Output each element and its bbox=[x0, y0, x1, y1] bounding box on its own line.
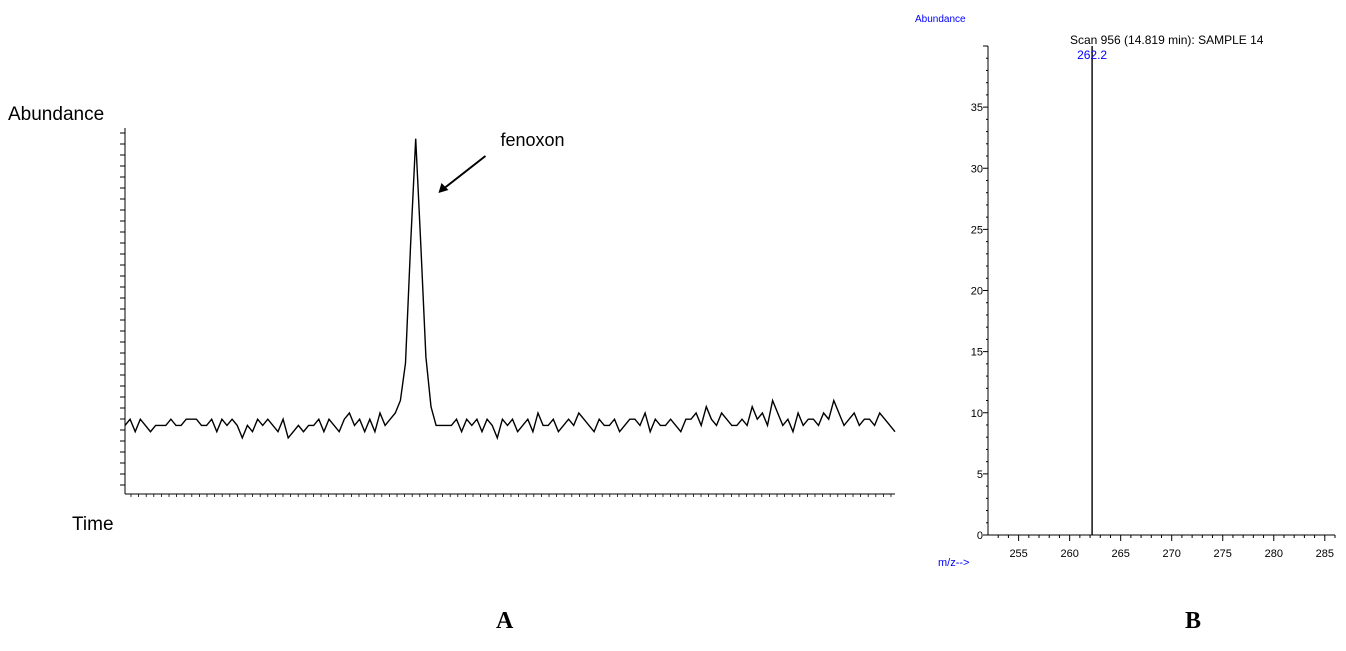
y-tick-label: 0 bbox=[977, 530, 983, 542]
y-tick-label: 35 bbox=[971, 102, 983, 114]
y-tick-label: 10 bbox=[971, 408, 983, 420]
y-tick-label: 20 bbox=[971, 286, 983, 298]
chromatogram-trace bbox=[124, 138, 896, 441]
y-tick-label: 25 bbox=[971, 224, 983, 236]
x-axis-label: m/z--> bbox=[938, 557, 969, 569]
x-tick-label: 260 bbox=[1060, 548, 1078, 560]
annotation-arrow-head bbox=[438, 183, 449, 193]
x-axis-label: Time bbox=[72, 514, 114, 535]
y-tick-label: 5 bbox=[977, 469, 983, 481]
chart-b: 0 5 10 15 20 25 30 35 255 260 265 270 275 280 285 262.2… bbox=[915, 14, 1336, 569]
x-tick-label: 285 bbox=[1316, 548, 1334, 560]
y-tick-label: 30 bbox=[971, 163, 983, 175]
x-tick-label: 265 bbox=[1111, 548, 1129, 560]
peak-annotation: fenoxon bbox=[500, 130, 564, 150]
x-tick-label: 270 bbox=[1163, 548, 1181, 560]
annotation-arrow-shaft bbox=[443, 155, 487, 189]
peak-label: 262.2 bbox=[1077, 48, 1107, 62]
panel-label-b: B bbox=[1185, 608, 1202, 634]
x-tick-label: 255 bbox=[1009, 548, 1027, 560]
y-axis-label: Abundance bbox=[8, 104, 104, 125]
y-axis-label: Abundance bbox=[915, 14, 966, 25]
scan-title: Scan 956 (14.819 min): SAMPLE 14 bbox=[1070, 33, 1264, 47]
y-tick-label: 15 bbox=[971, 347, 983, 359]
x-tick-label: 275 bbox=[1214, 548, 1232, 560]
chart-a: Abundance Time fenoxon bbox=[8, 104, 896, 535]
x-tick-label: 280 bbox=[1265, 548, 1283, 560]
panel-label-a: A bbox=[496, 608, 514, 634]
